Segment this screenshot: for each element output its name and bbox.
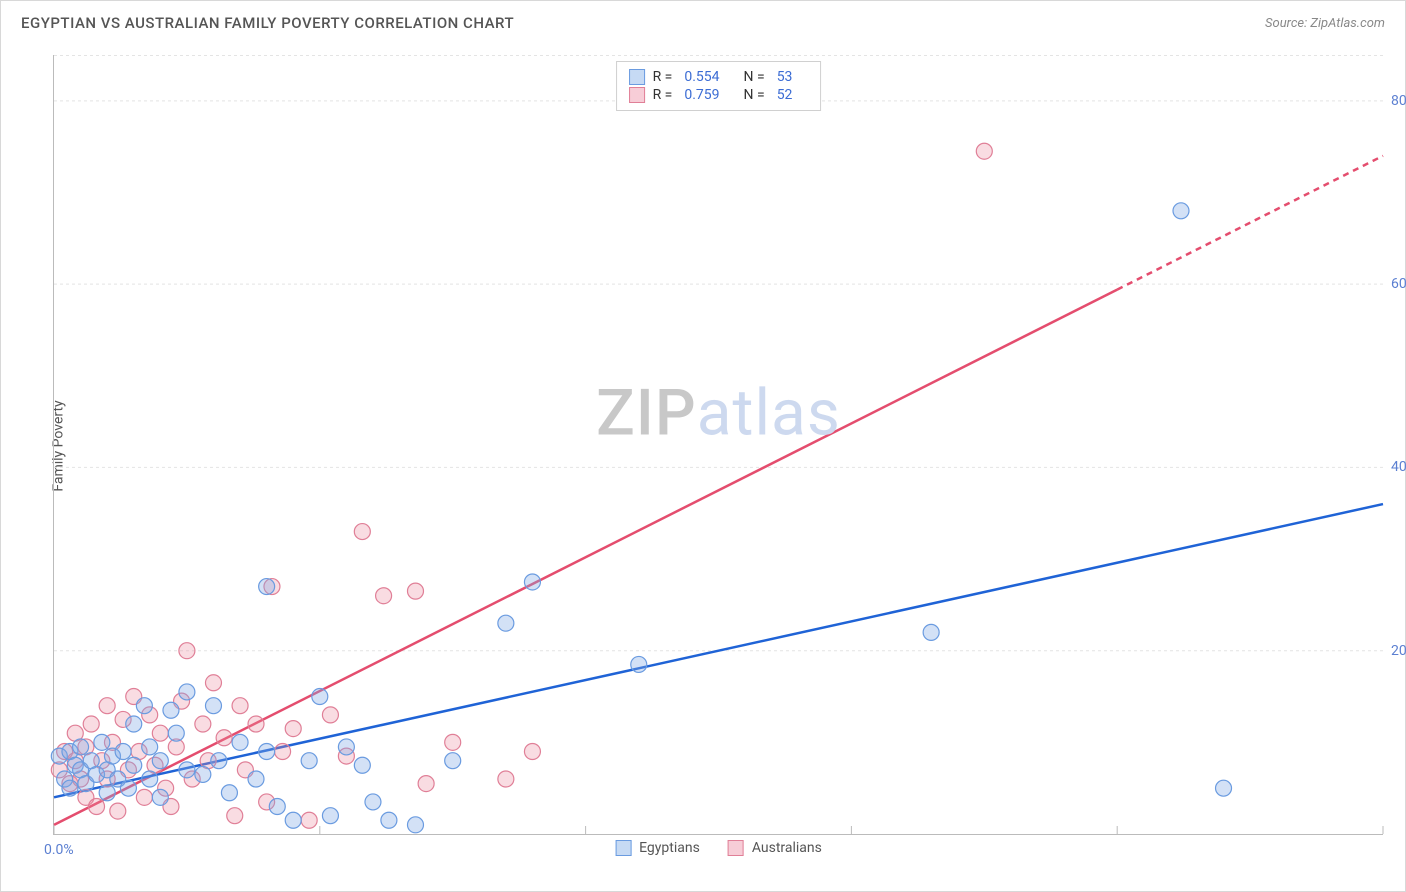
legend-series: Egyptians Australians (615, 840, 822, 856)
y-tick-label: 20.0% (1391, 643, 1406, 659)
r-label: R = (653, 69, 673, 85)
r-label: R = (653, 87, 673, 103)
n-label: N = (744, 87, 765, 103)
legend-stats-row-australians: R = 0.759 N = 52 (629, 86, 809, 104)
chart-header: EGYPTIAN VS AUSTRALIAN FAMILY POVERTY CO… (1, 1, 1405, 45)
r-value: 0.554 (684, 69, 719, 85)
legend-stats-row-egyptians: R = 0.554 N = 53 (629, 68, 809, 86)
x-tick-label-first: 0.0% (44, 842, 74, 858)
legend-stats: R = 0.554 N = 53 R = 0.759 N = 52 (616, 61, 822, 111)
legend-swatch-australians (629, 87, 645, 103)
n-value: 52 (777, 87, 793, 103)
plot-area: ZIPatlas R = 0.554 N = 53 R = 0.759 N = … (53, 55, 1383, 835)
legend-item-australians: Australians (728, 840, 822, 856)
legend-swatch-australians (728, 840, 744, 856)
source-label: Source: ZipAtlas.com (1265, 16, 1385, 31)
y-tick-label: 80.0% (1391, 93, 1406, 109)
n-value: 53 (777, 69, 793, 85)
legend-swatch-egyptians (615, 840, 631, 856)
y-tick-label: 40.0% (1391, 459, 1406, 475)
r-value: 0.759 (684, 87, 719, 103)
chart-svg (54, 55, 1383, 834)
legend-item-egyptians: Egyptians (615, 840, 700, 856)
chart-container: EGYPTIAN VS AUSTRALIAN FAMILY POVERTY CO… (0, 0, 1406, 892)
legend-swatch-egyptians (629, 69, 645, 85)
legend-label: Australians (752, 840, 822, 856)
n-label: N = (744, 69, 765, 85)
legend-label: Egyptians (639, 840, 700, 856)
y-tick-label: 60.0% (1391, 276, 1406, 292)
chart-title: EGYPTIAN VS AUSTRALIAN FAMILY POVERTY CO… (21, 14, 514, 32)
